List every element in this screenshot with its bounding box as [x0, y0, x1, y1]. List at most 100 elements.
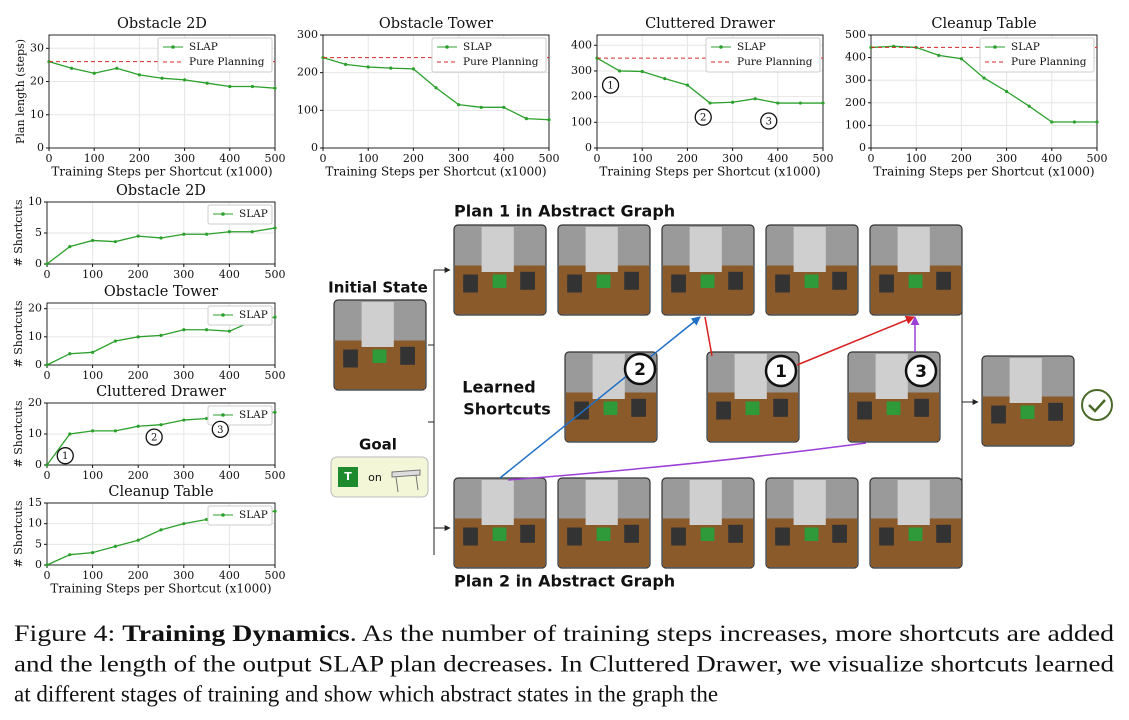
annotation-circle: [56, 447, 74, 465]
point: [228, 84, 232, 89]
caption-text: . As the number of training steps increa…: [350, 621, 1115, 646]
x-tick-label: 300: [996, 152, 1017, 165]
point: [136, 335, 140, 339]
y-tick-label: 400: [845, 51, 866, 64]
y-tick-label: 30: [30, 41, 44, 54]
point: [776, 101, 780, 105]
scene-block: [832, 271, 847, 290]
x-tick-label: 0: [868, 152, 875, 165]
point: [547, 118, 551, 122]
scene-block: [775, 274, 790, 293]
scene-block: [671, 527, 686, 546]
point: [91, 551, 95, 555]
x-tick-label: 200: [128, 369, 149, 382]
y-tick-label: 15: [28, 496, 42, 509]
scene-block: [520, 524, 535, 543]
annotation-circle: [211, 420, 229, 439]
x-tick-label: 300: [173, 369, 194, 382]
scene-robot: [793, 480, 826, 525]
point: [227, 230, 231, 234]
x-tick-label: 0: [44, 268, 51, 281]
point: [821, 101, 825, 105]
x-tick-label: 500: [265, 152, 286, 165]
goal-block-label: T: [344, 470, 352, 483]
chart-title: Cluttered Drawer: [645, 16, 775, 32]
x-tick-label: 500: [265, 268, 286, 281]
point: [68, 245, 72, 249]
goal-label: Goal: [359, 436, 397, 454]
shortcut-id: 2: [634, 360, 646, 380]
y-tick-label: 20: [28, 396, 42, 409]
point: [182, 328, 186, 332]
x-tick-label: 500: [265, 469, 286, 482]
y-tick-label: 200: [571, 90, 592, 103]
point: [457, 103, 461, 107]
annotation: 2: [700, 113, 706, 124]
point: [159, 333, 163, 338]
caption-bold: Training Dynamics: [122, 621, 350, 646]
legend-swatch: [445, 45, 449, 49]
plot-frame: [870, 34, 1098, 149]
plan1-label: Plan 1 in Abstract Graph: [454, 202, 675, 221]
x-tick-label: 0: [44, 569, 51, 582]
x-tick-label: 300: [722, 152, 743, 165]
scene-robot: [585, 227, 618, 272]
scene-robot: [481, 227, 514, 272]
point: [159, 528, 163, 532]
point: [45, 262, 49, 266]
x-tick-label: 500: [265, 369, 286, 382]
arrow: [507, 442, 867, 481]
goal-block: [338, 467, 358, 487]
scene-block: [857, 401, 872, 420]
caption-line: and the length of the output SLAP plan d…: [14, 651, 1115, 676]
point: [1050, 120, 1054, 124]
y-axis-label: # Shortcuts: [12, 500, 25, 567]
scene-block: [728, 524, 743, 543]
legend-label: SLAP: [189, 41, 218, 53]
scene-block: [372, 349, 387, 363]
scene-block: [603, 401, 618, 415]
x-tick-label: 100: [82, 569, 103, 582]
x-tick-label: 400: [493, 152, 514, 165]
scene-block: [908, 274, 923, 288]
point: [273, 86, 277, 90]
y-tick-label: 10: [28, 330, 42, 343]
x-tick-label: 0: [46, 152, 53, 165]
point: [1027, 104, 1031, 108]
point: [113, 240, 117, 244]
point: [685, 83, 690, 87]
shortcut-id-circle: [904, 354, 938, 388]
scene-robot: [734, 354, 767, 399]
scene-robot: [793, 227, 826, 272]
chart-title: Obstacle Tower: [104, 284, 218, 300]
annotation: 1: [62, 451, 68, 462]
scene-robot: [875, 354, 908, 399]
x-tick-label: 0: [44, 469, 51, 482]
x-axis-label: Training Steps per Shortcut (x1000): [51, 165, 272, 179]
scene-block: [775, 527, 790, 546]
legend-label: SLAP: [463, 41, 492, 53]
y-tick-label: 10: [28, 517, 42, 530]
scene-robot: [1009, 358, 1042, 403]
x-tick-label: 400: [767, 152, 788, 165]
scene-block: [567, 527, 582, 546]
x-tick-label: 500: [1087, 152, 1108, 165]
x-axis-label: Training Steps per Shortcut (x1000): [50, 582, 271, 596]
legend-box: [207, 405, 273, 426]
legend-box: [705, 37, 821, 73]
point: [937, 53, 941, 57]
point: [524, 117, 529, 121]
scene-robot: [361, 302, 394, 347]
scene-block: [492, 527, 507, 541]
point: [640, 69, 644, 74]
y-tick-label: 0: [311, 141, 318, 154]
y-tick-label: 200: [845, 96, 866, 109]
scene-block: [716, 401, 731, 420]
annotation-circle: [760, 112, 778, 130]
annotation-circle: [145, 428, 163, 446]
point: [205, 328, 209, 332]
legend-label: SLAP: [239, 208, 268, 220]
point: [434, 86, 438, 90]
point: [273, 315, 277, 319]
y-axis-label: # Shortcuts: [12, 199, 25, 266]
